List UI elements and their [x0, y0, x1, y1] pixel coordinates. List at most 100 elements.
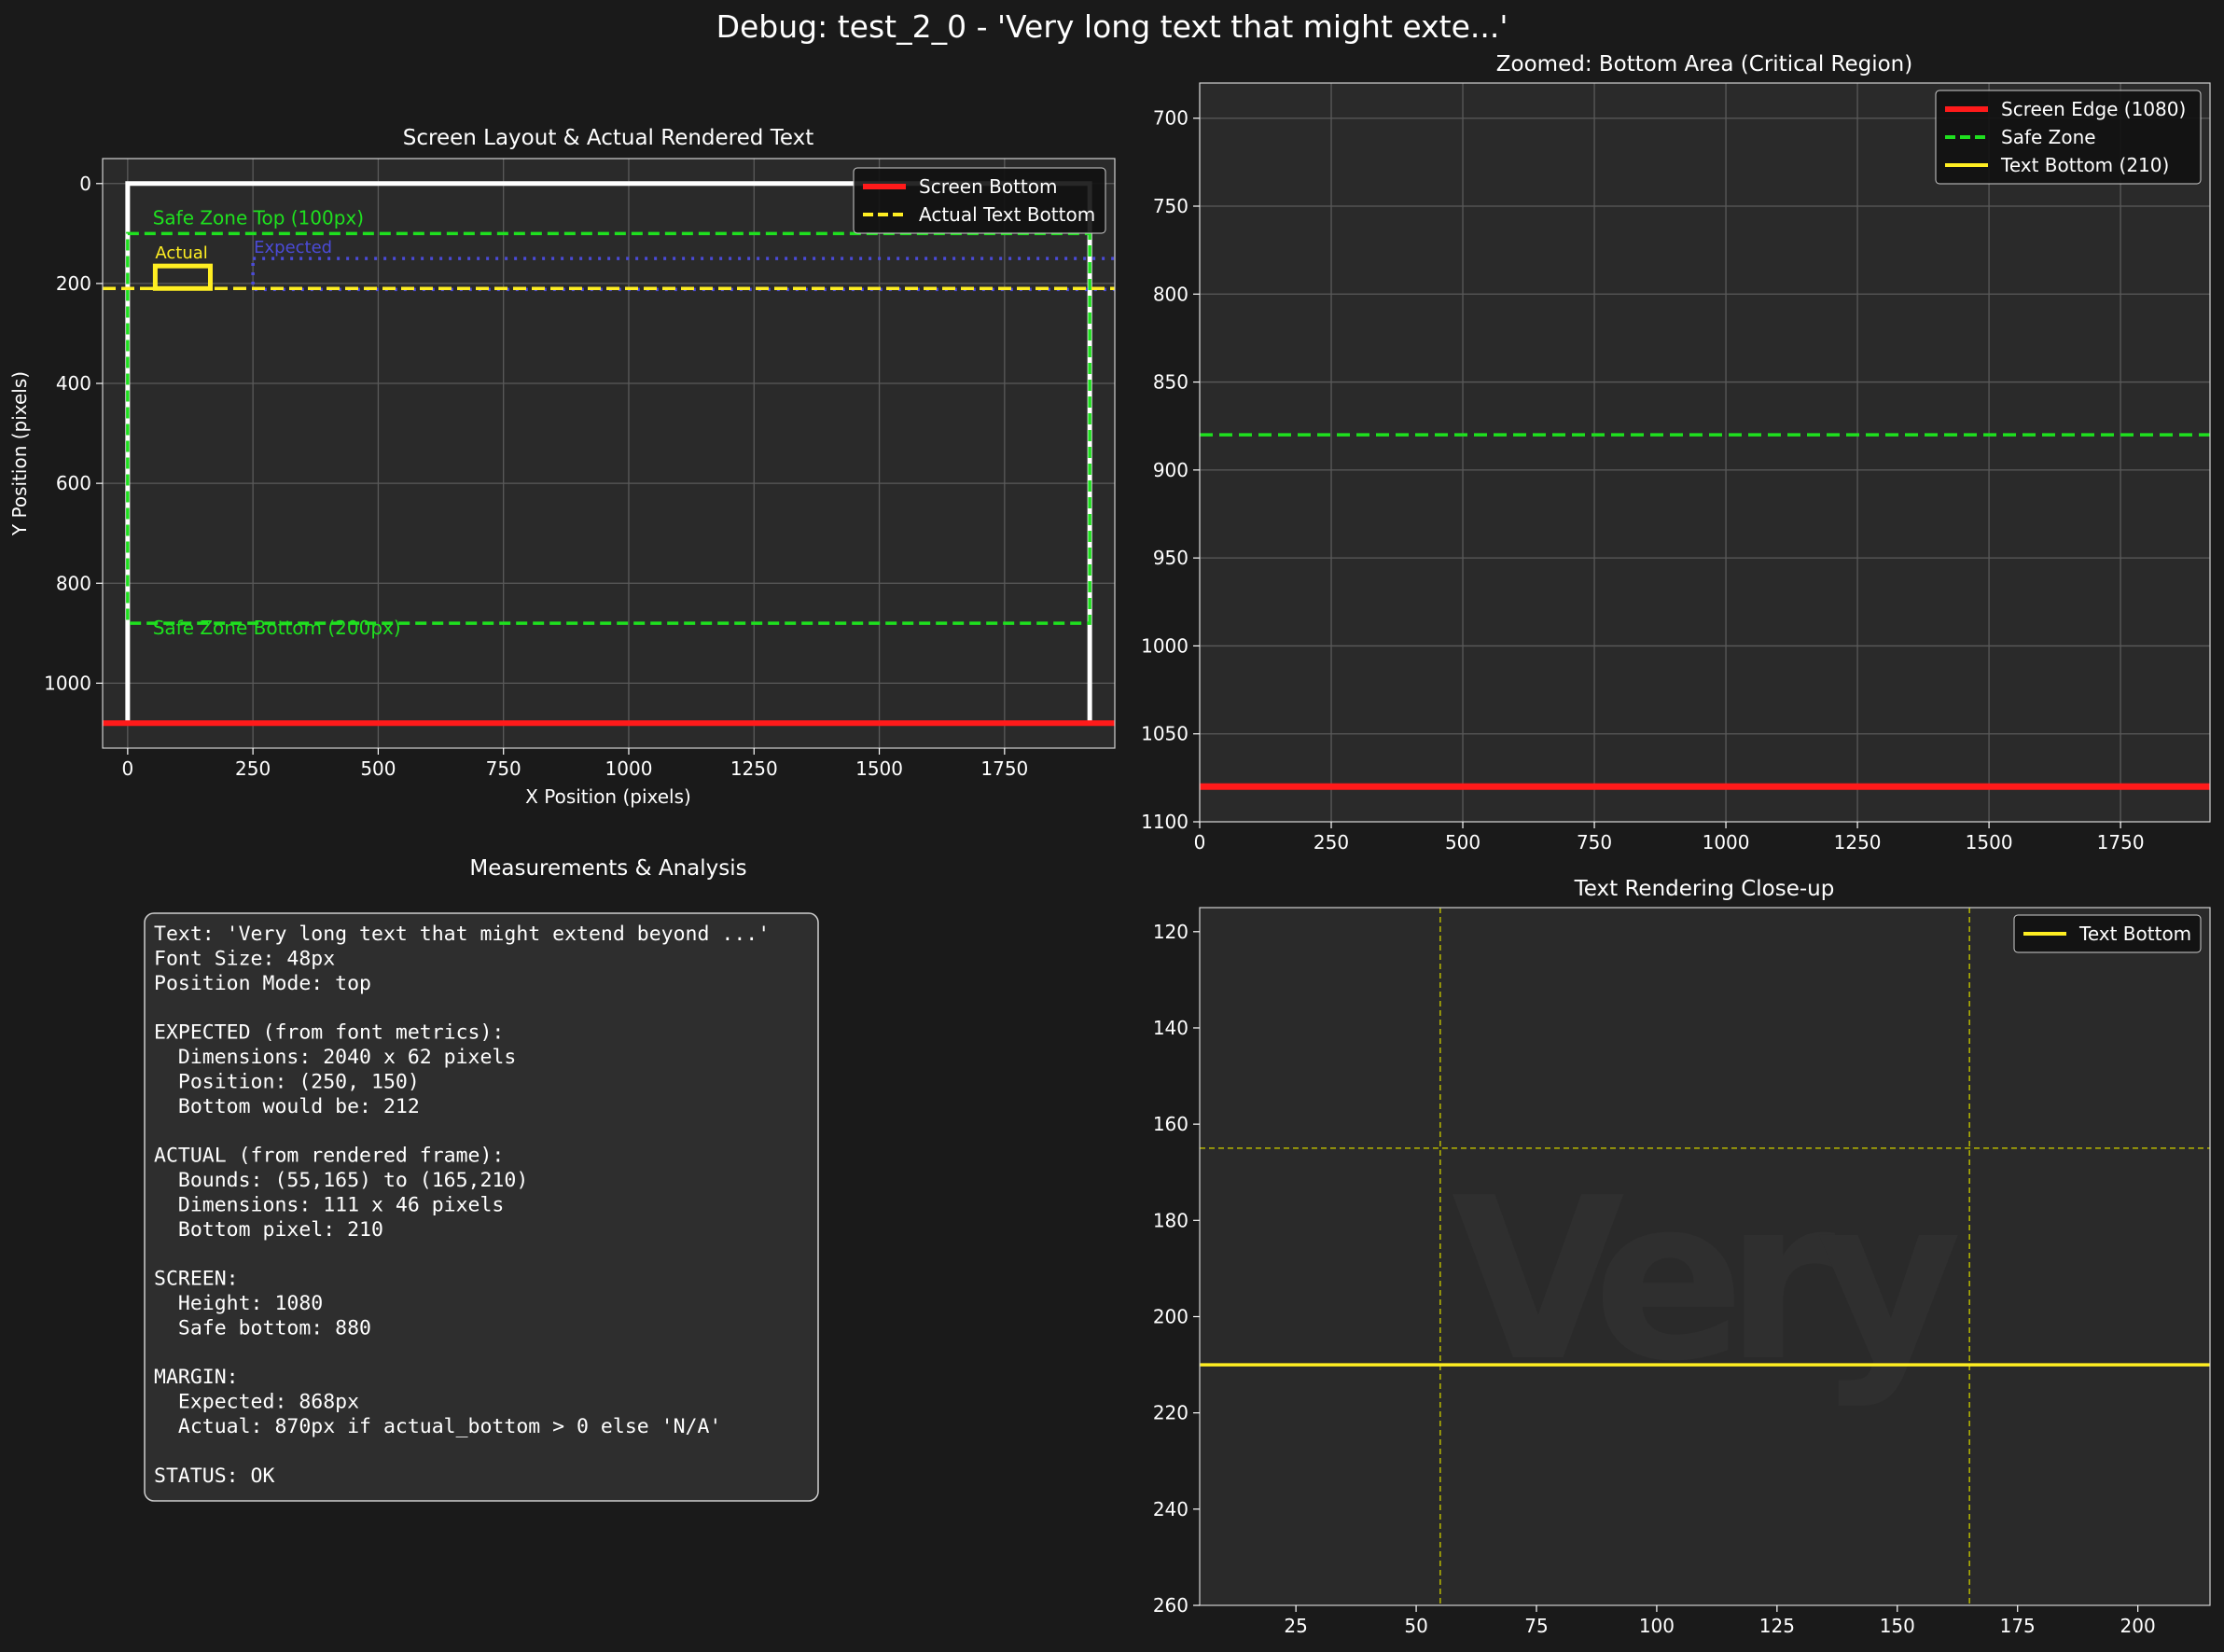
- analysis-line: EXPECTED (from font metrics):: [154, 1021, 504, 1045]
- x-tick-label: 750: [1577, 831, 1612, 854]
- layout-title: Screen Layout & Actual Rendered Text: [403, 126, 813, 150]
- actual-label: Actual: [155, 243, 207, 263]
- closeup-axes-background: [1200, 908, 2210, 1605]
- closeup-legend: Text Bottom: [2013, 914, 2202, 953]
- analysis-line: Position Mode: top: [154, 972, 371, 995]
- x-tick-label: 200: [2120, 1615, 2156, 1637]
- x-tick-label: 1750: [2097, 831, 2145, 854]
- analysis-line: Height: 1080: [154, 1292, 323, 1315]
- x-tick-label: 25: [1284, 1615, 1307, 1637]
- legend-label: Text Bottom (210): [2000, 154, 2169, 176]
- y-tick-label: 700: [1153, 107, 1188, 130]
- legend-box: [2013, 914, 2202, 953]
- y-tick-label: 1000: [1141, 634, 1188, 657]
- x-tick-label: 150: [1880, 1615, 1915, 1637]
- y-tick-label: 950: [1153, 547, 1188, 569]
- analysis-line: STATUS: OK: [154, 1465, 274, 1488]
- layout-axes-frame: [102, 158, 1116, 749]
- layout-axes-background: [103, 159, 1115, 748]
- legend-label: Safe Zone: [2001, 126, 2096, 148]
- zoom-marks: [1200, 433, 2210, 790]
- y-tick-label: 1050: [1141, 723, 1188, 745]
- x-tick-label: 125: [1759, 1615, 1795, 1637]
- x-tick-label: 500: [1445, 831, 1480, 854]
- x-tick-label: 500: [360, 757, 396, 780]
- analysis-line: Actual: 870px if actual_bottom > 0 else …: [154, 1415, 721, 1438]
- y-tick-label: 240: [1153, 1498, 1188, 1520]
- x-tick-label: 0: [1194, 831, 1206, 854]
- x-tick-label: 750: [486, 757, 521, 780]
- analysis-line: Dimensions: 2040 x 62 pixels: [154, 1046, 516, 1069]
- analysis-line: ACTUAL (from rendered frame):: [154, 1145, 504, 1168]
- actual-text-box: [152, 263, 213, 291]
- expected-text-box: [251, 257, 1115, 292]
- x-tick-label: 250: [1314, 831, 1349, 854]
- legend-box: [853, 167, 1106, 234]
- analysis-line: Bottom pixel: 210: [154, 1218, 383, 1242]
- y-tick-label: 200: [1153, 1305, 1188, 1327]
- analysis-line: Text: 'Very long text that might extend …: [154, 923, 770, 946]
- x-tick-label: 0: [121, 757, 133, 780]
- layout-marks: Safe Zone Top (100px) Safe Zone Bottom (2…: [103, 181, 1115, 727]
- layout-xlabel: X Position (pixels): [525, 785, 691, 808]
- legend-box: [1935, 90, 2202, 185]
- closeup-marks: Very: [1200, 908, 2210, 1605]
- layout-ylabel: Y Position (pixels): [8, 371, 31, 536]
- x-tick-label: 1500: [1966, 831, 2013, 854]
- y-tick-label: 140: [1153, 1017, 1188, 1039]
- analysis-title: Measurements & Analysis: [469, 856, 746, 881]
- x-tick-label: 1500: [855, 757, 903, 780]
- y-tick-label: 180: [1153, 1209, 1188, 1231]
- analysis-line: Dimensions: 111 x 46 pixels: [154, 1193, 504, 1216]
- closeup-axes-frame: [1199, 907, 2211, 1606]
- analysis-line: Position: (250, 150): [154, 1070, 420, 1093]
- layout-legend: Screen Bottom Actual Text Bottom: [853, 167, 1106, 234]
- x-tick-label: 1250: [1834, 831, 1882, 854]
- analysis-panel: Measurements & Analysis Text: 'Very long…: [144, 856, 819, 1502]
- closeup-ticks: 25 50 75 100 125 150 175 200 120 140 160 180 200 220 2…: [1153, 921, 2156, 1637]
- analysis-text: Text: 'Very long text that might extend …: [154, 923, 770, 1488]
- analysis-line: Bottom would be: 212: [154, 1095, 420, 1118]
- analysis-line: Bounds: (55,165) to (165,210): [154, 1169, 528, 1192]
- legend-label: Actual Text Bottom: [919, 203, 1095, 226]
- safe-zone-rect: [126, 231, 1091, 625]
- analysis-line: Safe bottom: 880: [154, 1316, 371, 1340]
- analysis-line: Font Size: 48px: [154, 947, 335, 970]
- x-tick-label: 1000: [605, 757, 653, 780]
- safe-zone-bottom-label: Safe Zone Bottom (200px): [153, 617, 401, 639]
- y-tick-label: 120: [1153, 921, 1188, 943]
- legend-label: Screen Bottom: [919, 175, 1057, 198]
- zoom-axes-background: [1200, 83, 2210, 822]
- safe-zone-top-label: Safe Zone Top (100px): [153, 206, 364, 229]
- layout-panel: Safe Zone Top (100px) Safe Zone Bottom (2…: [8, 126, 1116, 808]
- y-tick-label: 800: [1153, 283, 1188, 305]
- y-tick-label: 200: [56, 272, 91, 295]
- y-tick-label: 160: [1153, 1113, 1188, 1135]
- x-tick-label: 50: [1404, 1615, 1427, 1637]
- rendered-text-glyphs: Very: [1452, 1149, 1962, 1410]
- y-tick-label: 400: [56, 372, 91, 395]
- y-tick-label: 600: [56, 472, 91, 494]
- closeup-panel: Very 25 50 75 100 125 150 175 200 120 140 160 180 20…: [1153, 877, 2211, 1637]
- x-tick-label: 75: [1524, 1615, 1548, 1637]
- analysis-line: SCREEN:: [154, 1268, 239, 1291]
- y-tick-label: 850: [1153, 371, 1188, 394]
- analysis-line: Expected: 868px: [154, 1391, 359, 1414]
- x-tick-label: 1000: [1703, 831, 1750, 854]
- x-tick-label: 1250: [730, 757, 778, 780]
- zoom-axes-frame: [1199, 82, 2211, 823]
- zoom-legend: Screen Edge (1080) Safe Zone Text Bottom (…: [1935, 90, 2202, 185]
- y-tick-label: 260: [1153, 1594, 1188, 1617]
- x-tick-label: 100: [1639, 1615, 1675, 1637]
- y-tick-label: 750: [1153, 195, 1188, 217]
- y-tick-label: 1100: [1141, 811, 1188, 833]
- zoom-panel: 0 250 500 750 1000 1250 1500 1750 700 750 800 850 90…: [1141, 52, 2211, 854]
- zoom-ticks: 0 250 500 750 1000 1250 1500 1750 700 750 800 850 90…: [1141, 107, 2144, 854]
- y-tick-label: 800: [56, 572, 91, 594]
- analysis-box: [144, 912, 819, 1502]
- x-tick-label: 250: [235, 757, 271, 780]
- y-tick-label: 220: [1153, 1402, 1188, 1424]
- x-tick-label: 175: [2000, 1615, 2036, 1637]
- y-tick-label: 0: [79, 173, 91, 195]
